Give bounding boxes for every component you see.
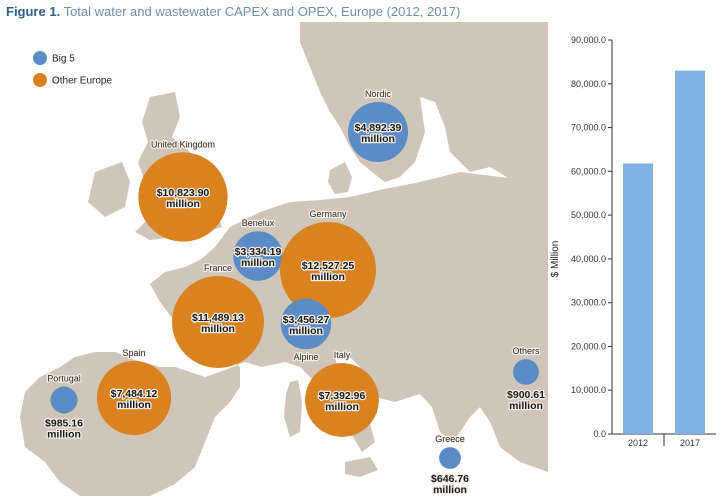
legend-label: Big 5	[52, 54, 75, 65]
bubble-circle-portugal	[50, 386, 78, 414]
bar-chart-svg: 0.0 10,000.0 20,000.0 30,000.0 40,000.0 50,00…	[550, 35, 716, 448]
y-tick-label: 20,000.0	[571, 341, 606, 351]
y-tick-label: 50,000.0	[571, 210, 606, 220]
figure-label: Figure 1.	[6, 4, 61, 19]
region-value-alpine: $3,456.27	[283, 314, 330, 326]
figure-title: Figure 1. Total water and wastewater CAP…	[6, 4, 460, 19]
region-name-others: Others	[512, 346, 540, 356]
region-name-alpine: Alpine	[293, 352, 318, 362]
region-unit-germany: million	[311, 271, 345, 283]
region-unit-benelux: million	[241, 257, 275, 269]
legend: Big 5 Other Europe	[33, 51, 112, 87]
y-tick-label: 30,000.0	[571, 298, 606, 308]
region-value-nordic: $4,892.39	[355, 122, 402, 134]
bubble-circle-alpine	[280, 298, 332, 350]
region-value-greece: $646.76	[431, 473, 469, 485]
bar-marks	[623, 70, 705, 434]
region-value-germany: $12,527.25	[302, 260, 355, 272]
region-name-united-kingdom: United Kingdom	[151, 139, 215, 149]
region-value-others: $900.61	[507, 389, 545, 401]
region-value-united-kingdom: $10,823.90	[157, 187, 210, 199]
region-unit-alpine: million	[289, 325, 323, 337]
bar-chart-panel: 0.0 10,000.0 20,000.0 30,000.0 40,000.0 50,00…	[548, 22, 720, 496]
region-name-germany: Germany	[309, 209, 347, 219]
bubble-circle-others	[513, 359, 539, 385]
legend-swatch	[33, 73, 47, 87]
region-value-france: $11,489.13	[192, 312, 244, 324]
region-name-benelux: Benelux	[242, 218, 275, 228]
land-ireland	[88, 162, 130, 217]
bubble-circle-benelux	[233, 231, 283, 281]
region-name-spain: Spain	[122, 348, 145, 358]
bubble-circle-united-kingdom	[138, 152, 228, 242]
region-name-greece: Greece	[435, 434, 465, 444]
y-tick-label: 70,000.0	[571, 123, 606, 133]
region-unit-spain: million	[117, 399, 151, 411]
land-sicily	[345, 457, 378, 477]
y-tick-label: 80,000.0	[571, 79, 606, 89]
y-tick-label: 10,000.0	[571, 385, 606, 395]
x-tick-label-2012: 2012	[628, 438, 648, 448]
region-unit-others: million	[509, 400, 543, 412]
legend-label: Other Europe	[52, 76, 112, 87]
bar-axis: 0.0 10,000.0 20,000.0 30,000.0 40,000.0 50,00…	[571, 35, 716, 448]
region-unit-france: million	[201, 323, 235, 335]
region-unit-greece: million	[433, 484, 467, 496]
region-name-italy: Italy	[334, 350, 351, 360]
bubble-circle-nordic	[348, 102, 408, 162]
region-value-benelux: $3,334.19	[235, 246, 282, 258]
region-name-portugal: Portugal	[47, 374, 81, 384]
region-name-nordic: Nordic	[365, 89, 392, 99]
legend-swatch	[33, 51, 47, 65]
y-tick-label: 40,000.0	[571, 254, 606, 264]
bubble-circle-greece	[439, 447, 461, 469]
region-value-italy: $7,392.96	[319, 390, 366, 402]
region-unit-nordic: million	[361, 133, 395, 145]
bubble-circle-germany	[280, 222, 376, 318]
bar-2012	[623, 163, 653, 434]
region-unit-united-kingdom: million	[166, 198, 200, 210]
region-unit-portugal: million	[47, 428, 81, 440]
figure-title-text: Total water and wastewater CAPEX and OPE…	[63, 4, 461, 19]
europe-bubble-map: Big 5 Other Europe Nordic $4,892.39 million…	[0, 22, 548, 497]
y-axis-label: $ Million	[550, 241, 561, 278]
y-tick-label: 0.0	[593, 429, 606, 439]
land-denmark	[328, 162, 352, 194]
bubble-circle-italy	[305, 363, 379, 437]
land-corsica-sardinia	[284, 380, 302, 437]
region-value-spain: $7,484.12	[111, 388, 158, 400]
y-tick-label: 60,000.0	[571, 166, 606, 176]
bar-2017	[675, 70, 705, 434]
bubble-circle-spain	[96, 360, 172, 436]
region-value-portugal: $985.16	[45, 417, 83, 429]
region-unit-italy: million	[325, 401, 359, 413]
y-tick-label: 90,000.0	[571, 35, 606, 45]
bubble-circle-france	[172, 276, 264, 368]
region-name-france: France	[204, 263, 232, 273]
x-tick-label-2017: 2017	[680, 438, 700, 448]
